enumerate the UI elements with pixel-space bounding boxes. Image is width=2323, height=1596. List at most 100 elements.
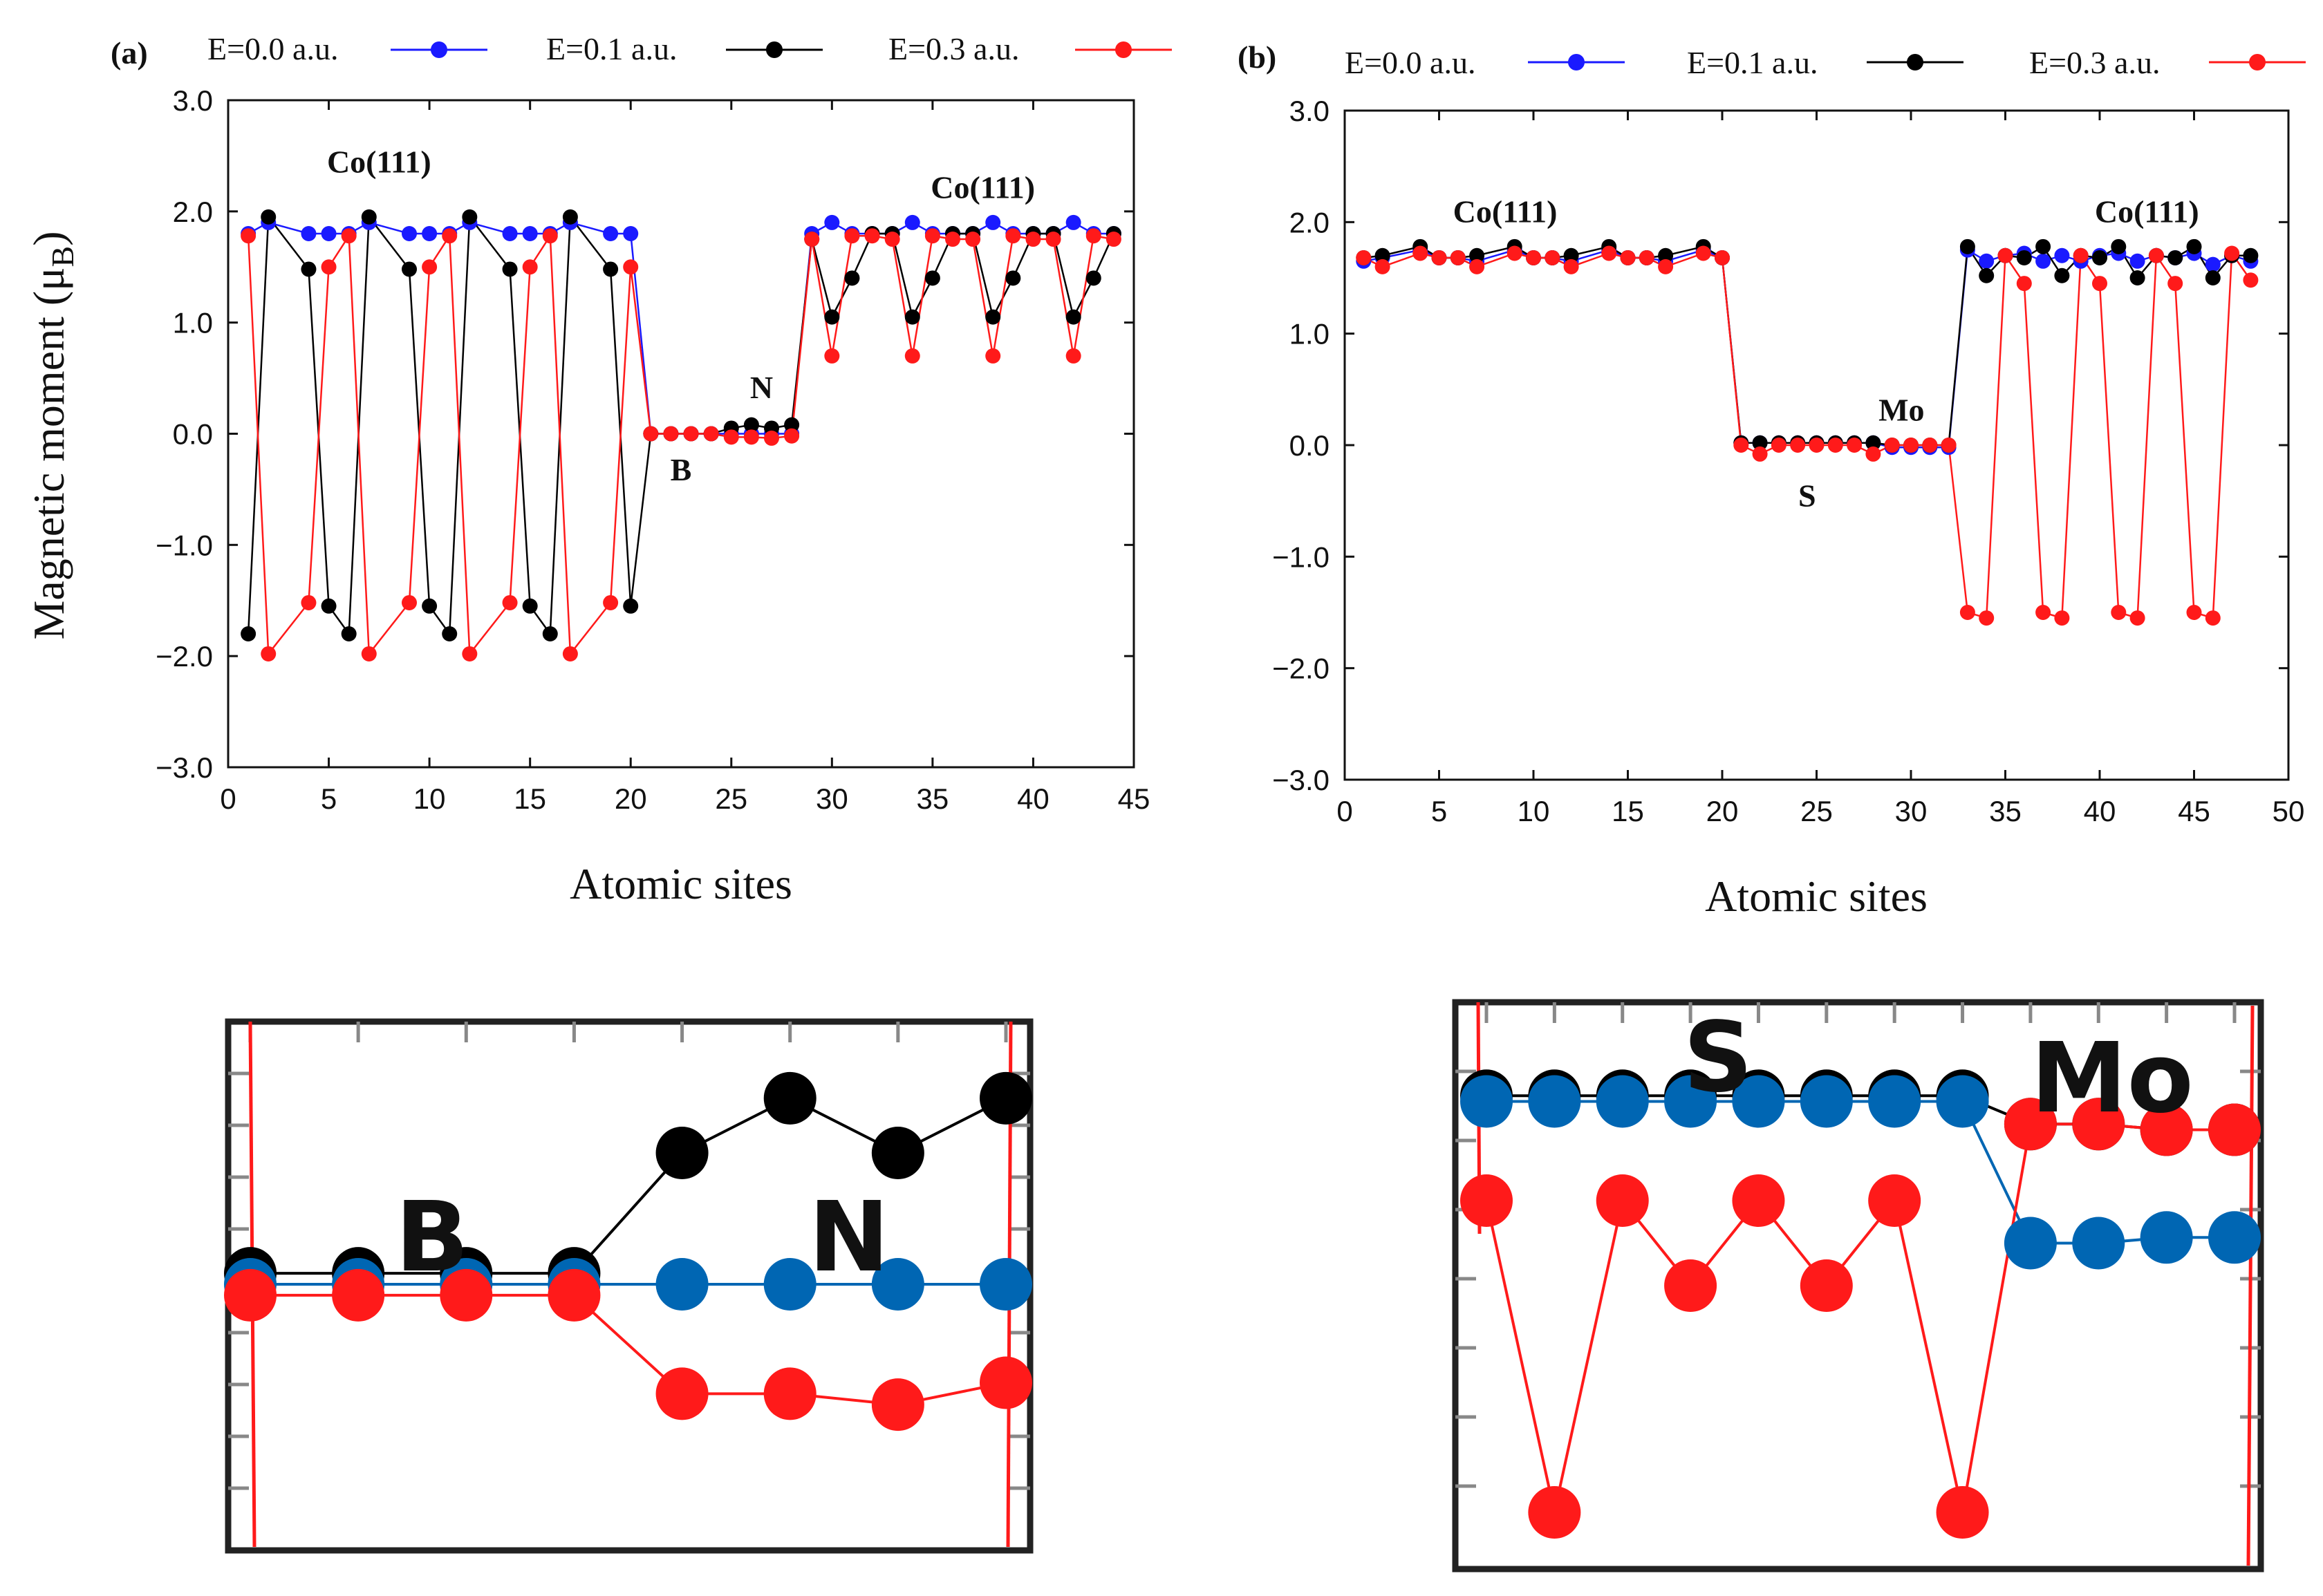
- data-point-e-0-3-a-u: [623, 259, 639, 275]
- data-point-e-0-3-a-u: [683, 426, 699, 442]
- panel-b-label: (b): [1238, 39, 1276, 75]
- x-tick-label: 5: [1431, 795, 1447, 827]
- inset-data-point-e-0-0-a-u: [2140, 1211, 2193, 1264]
- x-tick-label: 35: [917, 782, 949, 815]
- data-point-e-0-3-a-u: [1085, 228, 1101, 244]
- panel-b: (b) E=0.0 a.u. E=0.1 a.u. E=0.3 a.u. 0 5 1…: [1238, 39, 2306, 921]
- data-point-e-0-1-a-u: [1065, 309, 1081, 325]
- data-point-e-0-1-a-u: [1563, 247, 1579, 263]
- data-point-e-0-3-a-u: [522, 259, 538, 275]
- data-point-e-0-1-a-u: [2016, 250, 2032, 265]
- data-point-e-0-3-a-u: [422, 259, 438, 275]
- inset-data-point-e-0-0-a-u: [763, 1258, 817, 1311]
- data-point-e-0-1-a-u: [1374, 247, 1390, 263]
- data-point-e-0-1-a-u: [542, 626, 558, 641]
- inset-data-point-e-0-0-a-u: [1596, 1075, 1649, 1128]
- data-point-e-0-3-a-u: [462, 646, 478, 661]
- series-line-e-0-3-a-u: [1363, 250, 2252, 619]
- data-point-e-0-3-a-u: [341, 228, 357, 244]
- data-point-e-0-3-a-u: [301, 594, 317, 610]
- data-point-e-0-3-a-u: [1356, 250, 1372, 265]
- inset-data-point-e-0-3-a-u: [548, 1268, 601, 1322]
- data-point-e-0-3-a-u: [502, 594, 518, 610]
- data-point-e-0-1-a-u: [422, 598, 438, 614]
- inset-data-point-e-0-0-a-u: [871, 1258, 924, 1311]
- data-point-e-0-3-a-u: [884, 232, 900, 247]
- legend-b-e00-marker: [1568, 54, 1585, 71]
- annotation-b: B: [671, 452, 692, 487]
- data-point-e-0-3-a-u: [864, 228, 880, 244]
- data-point-e-0-3-a-u: [1771, 438, 1786, 453]
- data-point-e-0-1-a-u: [522, 598, 538, 614]
- y-tick-label: 3.0: [173, 84, 213, 117]
- y-tick-label: −2.0: [156, 640, 213, 673]
- data-point-e-0-1-a-u: [2111, 238, 2127, 254]
- x-tick-label: 20: [615, 782, 647, 815]
- data-point-e-0-0-a-u: [1979, 253, 1995, 269]
- inset-data-point-e-0-3-a-u: [655, 1367, 709, 1420]
- data-point-e-0-0-a-u: [2035, 253, 2051, 269]
- data-point-e-0-3-a-u: [743, 429, 759, 445]
- data-point-e-0-3-a-u: [985, 348, 1001, 364]
- data-point-e-0-1-a-u: [1959, 238, 1975, 254]
- data-point-e-0-3-a-u: [2243, 272, 2259, 288]
- inset-b-edge-right: [2246, 1005, 2255, 1566]
- y-tick-label: −3.0: [1272, 764, 1330, 796]
- inset-data-point-e-0-0-a-u: [1868, 1075, 1921, 1128]
- inset-data-point-e-0-0-a-u: [2208, 1211, 2261, 1264]
- data-point-e-0-3-a-u: [1979, 610, 1995, 626]
- data-point-e-0-3-a-u: [562, 646, 578, 661]
- inset-data-point-e-0-1-a-u: [763, 1071, 817, 1125]
- data-point-e-0-3-a-u: [1469, 259, 1485, 274]
- inset-data-point-e-0-3-a-u: [1528, 1486, 1581, 1539]
- data-point-e-0-3-a-u: [1903, 438, 1919, 453]
- y-tick-label: 2.0: [1289, 206, 1330, 238]
- data-point-e-0-3-a-u: [2224, 245, 2240, 261]
- data-point-e-0-3-a-u: [663, 426, 679, 442]
- y-tick-label: −1.0: [1272, 541, 1330, 573]
- inset-data-point-e-0-0-a-u: [1528, 1075, 1581, 1128]
- inset-data-point-e-0-0-a-u: [2004, 1217, 2057, 1270]
- data-point-e-0-1-a-u: [1979, 267, 1995, 283]
- data-point-e-0-3-a-u: [723, 429, 739, 445]
- data-point-e-0-3-a-u: [2035, 605, 2051, 620]
- data-point-e-0-3-a-u: [1827, 438, 1843, 453]
- inset-data-point-e-0-3-a-u: [2140, 1103, 2193, 1156]
- inset-data-point-e-0-0-a-u: [655, 1258, 709, 1311]
- x-tick-label: 0: [1336, 795, 1352, 827]
- data-point-e-0-3-a-u: [402, 594, 417, 610]
- inset-data-point-e-0-0-a-u: [1732, 1075, 1785, 1128]
- data-point-e-0-3-a-u: [1450, 250, 1466, 265]
- data-point-e-0-0-a-u: [2054, 247, 2070, 263]
- data-point-e-0-1-a-u: [985, 309, 1001, 325]
- ylabel-sub: B: [45, 246, 80, 267]
- data-point-e-0-1-a-u: [2243, 247, 2259, 263]
- data-point-e-0-3-a-u: [804, 232, 820, 247]
- data-point-e-0-3-a-u: [643, 426, 659, 442]
- data-point-e-0-3-a-u: [764, 430, 779, 446]
- legend-a-e01-marker: [766, 41, 783, 58]
- series-line-e-0-0-a-u: [248, 221, 1114, 435]
- data-point-e-0-1-a-u: [361, 209, 377, 225]
- data-point-e-0-3-a-u: [1601, 245, 1617, 261]
- annotation-mo: Mo: [1878, 393, 1924, 428]
- inset-data-point-e-0-3-a-u: [871, 1378, 924, 1431]
- x-tick-label: 10: [413, 782, 446, 815]
- x-tick-label: 30: [1895, 795, 1928, 827]
- data-point-e-0-3-a-u: [2129, 610, 2145, 626]
- x-tick-label: 10: [1518, 795, 1550, 827]
- data-point-e-0-3-a-u: [361, 646, 377, 661]
- inset-a-label-b: B: [395, 1181, 469, 1294]
- data-point-e-0-3-a-u: [1997, 247, 2013, 263]
- panel-b-legend: E=0.0 a.u. E=0.1 a.u. E=0.3 a.u.: [1345, 45, 2306, 80]
- inset-data-point-e-0-3-a-u: [1460, 1174, 1513, 1227]
- panel-b-ticks: 0 5 10 15 20 25 30 35 40 45 50 3.0 2.0 1.0 0.0 −1.0 −2.0…: [1272, 95, 2304, 827]
- data-point-e-0-1-a-u: [904, 309, 920, 325]
- inset-data-point-e-0-0-a-u: [1936, 1075, 1989, 1128]
- data-point-e-0-1-a-u: [1005, 270, 1021, 286]
- data-point-e-0-3-a-u: [241, 228, 256, 244]
- data-point-e-0-1-a-u: [2092, 250, 2107, 265]
- x-tick-label: 40: [2084, 795, 2116, 827]
- ylabel-main: Magnetic moment (μ: [24, 267, 73, 639]
- data-point-e-0-1-a-u: [784, 417, 800, 433]
